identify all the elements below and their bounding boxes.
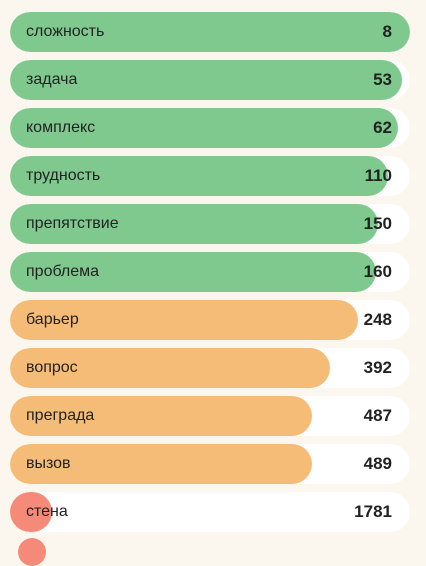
- list-item[interactable]: трудность 110: [10, 156, 410, 196]
- word-label: вызов: [26, 455, 71, 472]
- word-label: препятствие: [26, 215, 119, 232]
- word-score: 392: [363, 358, 392, 377]
- score-bar-fill: [10, 252, 376, 292]
- score-bar-fill: [10, 492, 52, 532]
- score-bar-fill: [10, 108, 398, 148]
- word-score: 8: [382, 22, 392, 41]
- score-bar-fill: [10, 444, 312, 484]
- word-label: сложность: [26, 23, 105, 40]
- word-score: 1781: [354, 502, 392, 521]
- word-label: барьер: [26, 311, 79, 328]
- list-item[interactable]: вызов 489: [10, 444, 410, 484]
- list-item[interactable]: стена 1781: [10, 492, 410, 532]
- score-bar-fill: [10, 396, 312, 436]
- list-item[interactable]: препятствие 150: [10, 204, 410, 244]
- score-bar-fill: [10, 156, 388, 196]
- score-bar-fill: [10, 348, 330, 388]
- word-label: проблема: [26, 263, 100, 280]
- score-bar-fill: [10, 12, 410, 52]
- word-list: сложность 8 задача 53 комплекс 62 трудность 110…: [10, 12, 410, 540]
- list-item[interactable]: комплекс 62: [10, 108, 410, 148]
- list-item[interactable]: барьер 248: [10, 300, 410, 340]
- word-label: комплекс: [26, 119, 96, 136]
- word-label: вопрос: [26, 359, 78, 376]
- next-item-peek: [18, 538, 46, 566]
- list-item[interactable]: сложность 8: [10, 12, 410, 52]
- list-item[interactable]: вопрос 392: [10, 348, 410, 388]
- word-label: задача: [26, 71, 78, 88]
- word-label: трудность: [26, 167, 101, 184]
- word-score: 489: [363, 454, 392, 473]
- score-bar-fill: [10, 204, 378, 244]
- list-item[interactable]: преграда 487: [10, 396, 410, 436]
- word-score: 53: [373, 70, 392, 89]
- score-bar-fill: [10, 300, 358, 340]
- word-label: преграда: [26, 407, 95, 424]
- word-label: стена: [26, 503, 68, 520]
- word-score: 110: [364, 166, 392, 185]
- word-score: 150: [363, 214, 392, 233]
- score-bar-fill: [10, 60, 402, 100]
- list-item[interactable]: проблема 160: [10, 252, 410, 292]
- word-score: 248: [363, 310, 392, 329]
- word-score: 160: [363, 262, 392, 281]
- word-score: 62: [373, 118, 392, 137]
- list-item[interactable]: задача 53: [10, 60, 410, 100]
- word-score: 487: [363, 406, 392, 425]
